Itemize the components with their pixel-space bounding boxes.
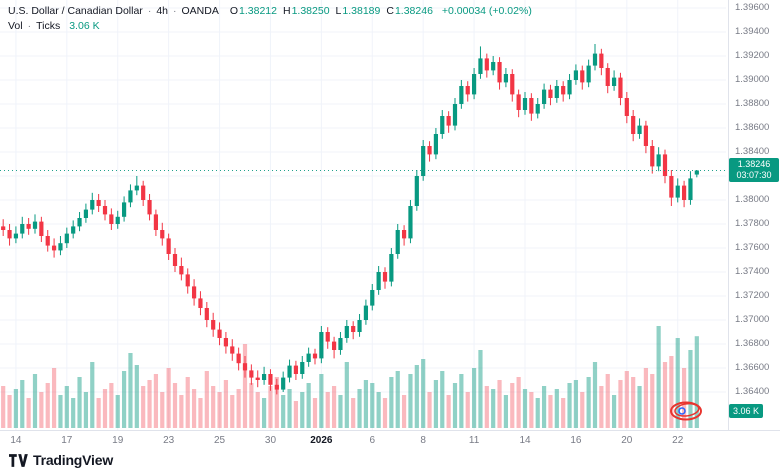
time-axis-label: 6	[369, 435, 376, 446]
ohlc-values: O 1.38212 H 1.38250 L 1.38189 C 1.38246	[230, 5, 433, 17]
time-axis-label: 30	[264, 435, 277, 446]
price-axis-label: 1.38800	[735, 98, 770, 109]
price-axis-label: 1.37800	[735, 218, 770, 229]
time-axis-label: 14	[10, 435, 22, 446]
separator-dot: ·	[147, 5, 152, 17]
price-axis-label: 1.37200	[735, 290, 770, 301]
volume-badge: 3.06 K	[729, 404, 764, 418]
time-axis-label: 17	[61, 435, 73, 446]
open-value: O 1.38212	[229, 5, 277, 17]
tradingview-logo-icon	[9, 453, 28, 467]
close-value: C 1.38246	[386, 5, 433, 17]
interval-label: 4h	[156, 5, 168, 17]
price-axis-label: 1.36800	[735, 338, 770, 349]
price-axis-label: 1.39000	[735, 74, 770, 85]
symbol-title: U.S. Dollar / Canadian Dollar	[8, 5, 143, 17]
time-axis-label: 23	[163, 435, 175, 446]
candlestick-series	[1, 44, 699, 395]
price-change: +0.00034 (+0.02%)	[441, 5, 532, 17]
price-axis[interactable]: 1.39600 1.39400 1.39200 1.39000 1.38800 1.386…	[728, 0, 780, 430]
time-axis[interactable]: 14 17 19 23 25 30 2026 6 8 11 14 16 20 22	[0, 430, 780, 452]
low-value: L 1.38189	[335, 5, 381, 17]
chart-legend: U.S. Dollar / Canadian Dollar · 4h · OAN…	[8, 5, 532, 32]
volume-source: Ticks	[36, 20, 61, 32]
price-axis-label: 1.39400	[735, 26, 770, 37]
time-axis-label: 2026	[310, 435, 333, 446]
volume-label: Vol	[8, 20, 23, 32]
price-axis-label: 1.38600	[735, 122, 770, 133]
tradingview-logo-text: TradingView	[33, 452, 114, 468]
high-value: H 1.38250	[282, 5, 330, 17]
grid-lines	[0, 0, 726, 430]
price-axis-label: 1.39600	[735, 2, 770, 13]
last-price-badge: 1.38246 03:07:30	[729, 158, 779, 183]
tradingview-logo[interactable]: TradingView	[9, 452, 113, 468]
time-axis-label: 11	[468, 435, 480, 446]
exchange-label: OANDA	[181, 5, 219, 17]
chart-pane[interactable]	[0, 0, 728, 430]
time-axis-label: 14	[519, 435, 531, 446]
price-axis-label: 1.39200	[735, 50, 770, 61]
time-axis-label: 19	[112, 435, 124, 446]
bar-countdown: 03:07:30	[736, 170, 772, 181]
price-axis-label: 1.38400	[735, 146, 770, 157]
volume-series	[1, 326, 699, 428]
time-axis-label: 8	[420, 435, 426, 446]
price-axis-label: 1.37400	[735, 266, 770, 277]
highlight-annotation	[670, 401, 702, 421]
time-axis-label: 22	[672, 435, 684, 446]
volume-value: 3.06 K	[69, 20, 100, 32]
last-price-value: 1.38246	[737, 159, 771, 170]
price-axis-label: 1.36600	[735, 362, 770, 373]
volume-legend-row[interactable]: Vol · Ticks 3.06 K	[8, 20, 532, 32]
price-axis-label: 1.36400	[735, 386, 770, 397]
footer: TradingView	[9, 450, 113, 470]
symbol-legend-row[interactable]: U.S. Dollar / Canadian Dollar · 4h · OAN…	[8, 5, 532, 17]
time-axis-label: 16	[570, 435, 582, 446]
price-axis-label: 1.38000	[735, 194, 770, 205]
price-axis-label: 1.37000	[735, 314, 770, 325]
separator-dot: ·	[173, 5, 177, 17]
time-axis-label: 20	[621, 435, 633, 446]
time-axis-label: 25	[213, 435, 226, 446]
price-axis-label: 1.37600	[735, 242, 770, 253]
separator-dot: ·	[27, 20, 32, 32]
